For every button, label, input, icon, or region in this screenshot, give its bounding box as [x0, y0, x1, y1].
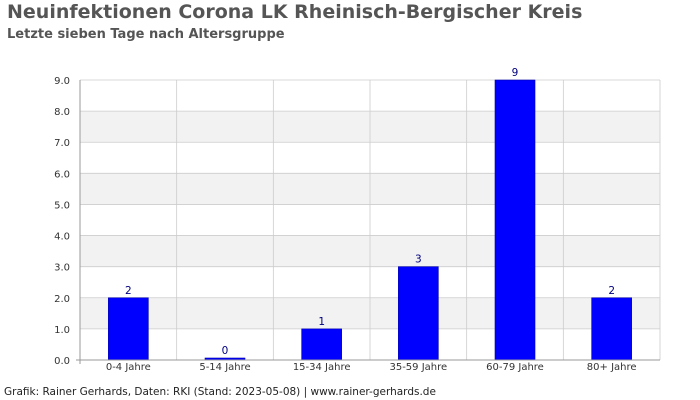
x-tick-label: 35-59 Jahre — [389, 362, 447, 373]
bar — [301, 328, 342, 361]
bar — [108, 297, 149, 361]
x-tick-label: 80+ Jahre — [587, 362, 637, 373]
y-tick-label: 1.0 — [54, 325, 70, 336]
footer-credit: Grafik: Rainer Gerhards, Daten: RKI (Sta… — [4, 386, 436, 398]
chart-subtitle: Letzte sieben Tage nach Altersgruppe — [7, 27, 285, 42]
x-axis: 0-4 Jahre 5-14 Jahre 15-34 Jahre 35-59 Jahr… — [76, 359, 660, 373]
bar — [398, 266, 439, 361]
bar-value-label: 0 — [222, 345, 229, 357]
y-tick-label: 2.0 — [54, 294, 70, 305]
x-tick-label: 0-4 Jahre — [106, 362, 151, 373]
bar-value-label: 3 — [415, 254, 422, 266]
bar-value-label: 1 — [318, 316, 325, 328]
y-tick-label: 7.0 — [54, 138, 70, 149]
y-tick-label: 5.0 — [54, 200, 70, 211]
y-tick-label: 3.0 — [54, 263, 70, 274]
bar — [591, 297, 632, 361]
chart-title: Neuinfektionen Corona LK Rheinisch-Bergi… — [7, 1, 583, 23]
x-tick-label: 60-79 Jahre — [486, 362, 544, 373]
x-tick-label: 5-14 Jahre — [199, 362, 250, 373]
bar — [494, 79, 536, 361]
bar-value-label: 9 — [512, 67, 519, 79]
y-tick-label: 4.0 — [54, 232, 70, 243]
x-tick-label: 15-34 Jahre — [293, 362, 351, 373]
y-tick-label: 8.0 — [54, 107, 70, 118]
y-axis: 0.0 1.0 2.0 3.0 4.0 5.0 6.0 7.0 8.0 9.0 — [54, 76, 81, 367]
y-tick-label: 6.0 — [54, 169, 70, 180]
bar-value-label: 2 — [608, 285, 615, 297]
grid-lines — [79, 79, 661, 361]
y-tick-label: 0.0 — [54, 356, 70, 367]
bar-value-label: 2 — [125, 285, 132, 297]
y-tick-label: 9.0 — [54, 76, 70, 87]
bars: 2 0 1 3 9 2 — [108, 67, 632, 361]
